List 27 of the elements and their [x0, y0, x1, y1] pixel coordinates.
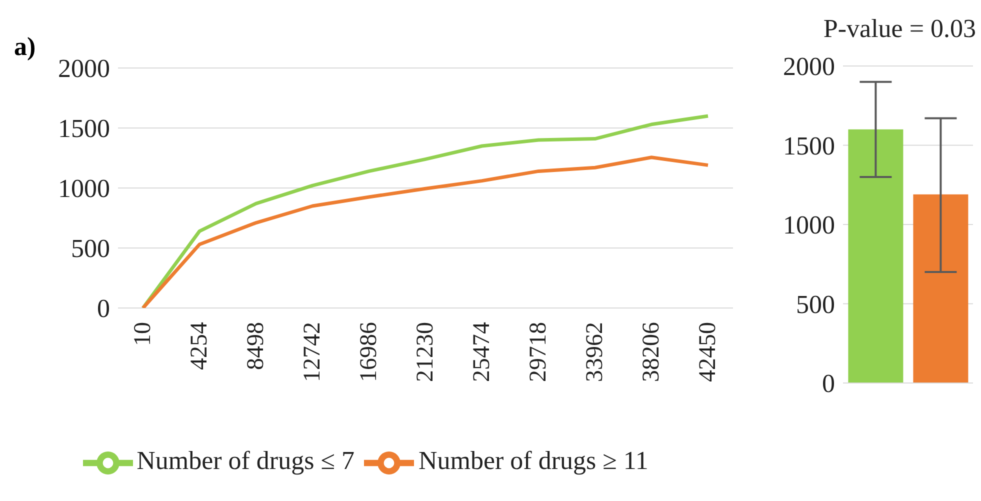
- y-tick-label: 2000: [58, 54, 110, 84]
- y-tick-label: 1500: [58, 114, 110, 144]
- x-tick-label: 16986: [356, 322, 382, 382]
- x-tick-label: 10: [130, 322, 156, 346]
- x-tick-label: 38206: [638, 322, 664, 382]
- x-tick-label: 8498: [243, 322, 269, 370]
- y-tick-label: 1000: [783, 210, 835, 240]
- x-tick-label: 21230: [412, 322, 438, 382]
- y-tick-label: 500: [796, 290, 835, 319]
- line-series: [141, 156, 710, 308]
- line-series: [141, 114, 710, 308]
- legend-label: Number of drugs ≤ 7: [136, 446, 354, 475]
- y-tick-label: 2000: [783, 52, 835, 82]
- y-tick-label: 1500: [783, 131, 835, 160]
- chart-title: P-value = 0.03: [823, 14, 976, 44]
- x-tick-label: 4254: [186, 322, 212, 370]
- x-tick-label: 29718: [526, 322, 552, 382]
- x-tick-label: 42450: [695, 322, 721, 382]
- y-tick-label: 0: [97, 294, 110, 324]
- chart-title: a): [14, 32, 36, 62]
- y-tick-label: 1000: [58, 174, 110, 204]
- x-tick-label: 12742: [300, 322, 326, 382]
- y-tick-label: 500: [71, 234, 110, 264]
- x-tick-label: 33962: [582, 322, 608, 382]
- x-tick-label: 25474: [469, 322, 495, 382]
- y-tick-label: 0: [822, 369, 835, 398]
- legend-label: Number of drugs ≥ 11: [418, 446, 648, 475]
